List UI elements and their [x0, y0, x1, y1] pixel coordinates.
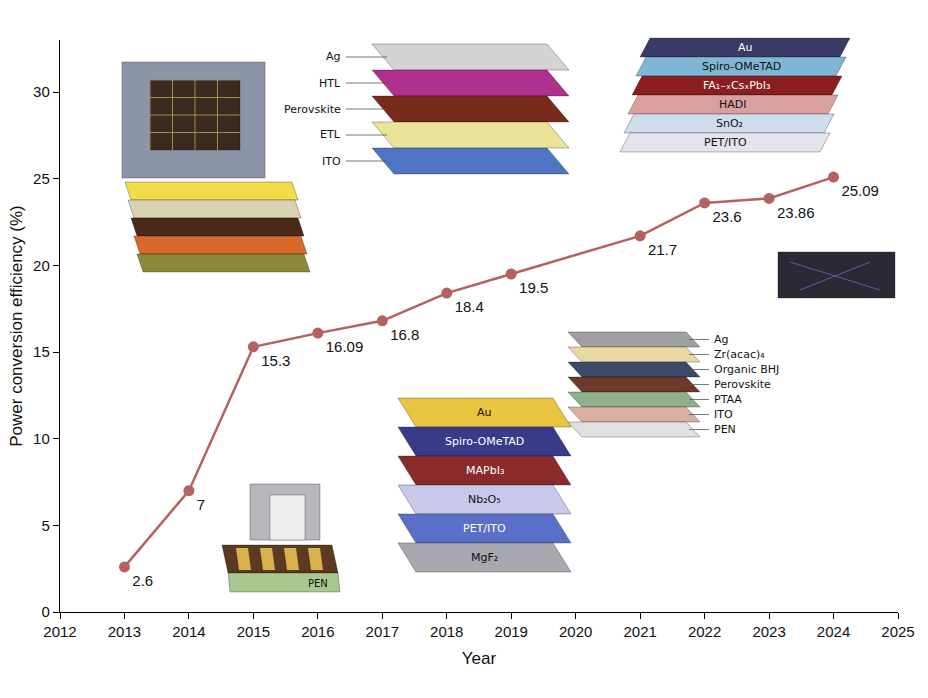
svg-text:PET/ITO: PET/ITO: [463, 522, 506, 535]
svg-text:23.86: 23.86: [777, 204, 815, 221]
svg-text:ETL: ETL: [320, 128, 341, 141]
svg-text:HTL: HTL: [319, 77, 341, 90]
svg-text:Spiro-OMeTAD: Spiro-OMeTAD: [445, 435, 524, 448]
svg-text:2015: 2015: [237, 623, 270, 640]
svg-text:2017: 2017: [366, 623, 399, 640]
svg-text:Ag: Ag: [326, 50, 341, 63]
svg-text:PET/ITO: PET/ITO: [704, 136, 747, 149]
svg-text:15: 15: [33, 343, 50, 360]
svg-text:Zr(acac)₄: Zr(acac)₄: [714, 348, 765, 361]
svg-text:2.6: 2.6: [132, 572, 153, 589]
svg-text:Au: Au: [477, 406, 492, 419]
svg-text:Nb₂O₅: Nb₂O₅: [468, 493, 501, 506]
svg-text:2020: 2020: [559, 623, 592, 640]
svg-text:25: 25: [33, 170, 50, 187]
svg-text:ITO: ITO: [714, 408, 733, 421]
svg-text:2016: 2016: [301, 623, 334, 640]
svg-text:Perovskite: Perovskite: [714, 378, 771, 391]
svg-text:Year: Year: [462, 649, 497, 668]
svg-text:20: 20: [33, 257, 50, 274]
svg-text:25.09: 25.09: [841, 182, 879, 199]
svg-text:19.5: 19.5: [519, 279, 548, 296]
svg-text:5: 5: [41, 517, 49, 534]
svg-text:0: 0: [41, 603, 49, 620]
svg-text:2021: 2021: [623, 623, 656, 640]
svg-text:2014: 2014: [172, 623, 205, 640]
svg-text:2012: 2012: [43, 623, 76, 640]
svg-text:MAPbI₃: MAPbI₃: [466, 464, 504, 477]
svg-text:Organic BHJ: Organic BHJ: [714, 363, 779, 376]
svg-text:16.09: 16.09: [326, 338, 364, 355]
svg-text:21.7: 21.7: [648, 241, 677, 258]
svg-text:2019: 2019: [495, 623, 528, 640]
svg-text:30: 30: [33, 83, 50, 100]
svg-text:2024: 2024: [817, 623, 850, 640]
svg-text:PTAA: PTAA: [714, 393, 742, 406]
svg-text:HADI: HADI: [719, 98, 747, 111]
svg-text:15.3: 15.3: [261, 352, 290, 369]
svg-text:2013: 2013: [108, 623, 141, 640]
svg-text:Perovskite: Perovskite: [284, 103, 341, 116]
svg-text:SnO₂: SnO₂: [716, 117, 743, 130]
svg-text:2018: 2018: [430, 623, 463, 640]
svg-text:18.4: 18.4: [455, 298, 484, 315]
svg-text:Au: Au: [738, 41, 753, 54]
svg-text:Ag: Ag: [714, 333, 729, 346]
svg-text:PEN: PEN: [308, 578, 328, 589]
svg-text:2023: 2023: [752, 623, 785, 640]
svg-text:PEN: PEN: [714, 423, 736, 436]
svg-text:ITO: ITO: [322, 155, 341, 168]
svg-text:2022: 2022: [688, 623, 721, 640]
svg-text:2025: 2025: [881, 623, 914, 640]
svg-text:FA₁₋ₓCsₓPbI₃: FA₁₋ₓCsₓPbI₃: [703, 79, 771, 92]
svg-text:10: 10: [33, 430, 50, 447]
svg-text:16.8: 16.8: [390, 326, 419, 343]
svg-text:Spiro-OMeTAD: Spiro-OMeTAD: [702, 60, 781, 73]
svg-text:Power conversion efficiency (%: Power conversion efficiency (%): [7, 205, 26, 447]
svg-text:MgF₂: MgF₂: [471, 551, 498, 564]
svg-text:7: 7: [197, 496, 205, 513]
svg-text:23.6: 23.6: [712, 208, 741, 225]
